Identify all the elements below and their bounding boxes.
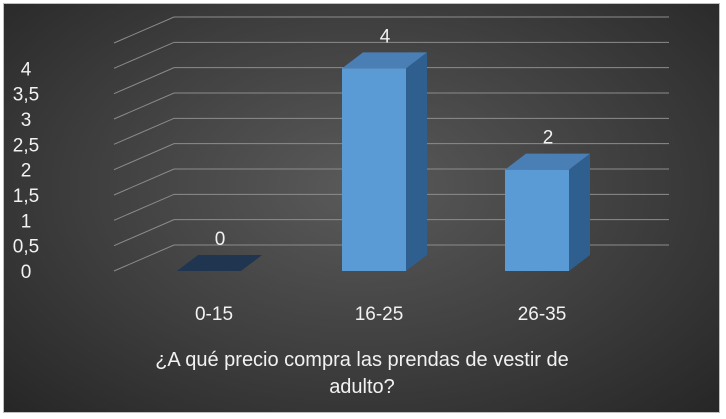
bar-side [406, 52, 427, 272]
y-tick-label: 0 [21, 262, 32, 283]
x-axis-categories: 0-15 16-25 26-35 [195, 304, 566, 325]
gridlines [113, 16, 669, 272]
x-axis-title-line-1: ¿A qué precio compra las prendas de vest… [155, 349, 569, 371]
y-tick-label: 3,5 [13, 85, 39, 106]
y-tick-label: 3 [21, 110, 32, 131]
bars [177, 52, 590, 272]
gridline [113, 168, 669, 196]
gridline [113, 41, 669, 69]
y-tick-label: 1,5 [13, 186, 39, 207]
bar-16-25 [342, 52, 427, 272]
gridline [113, 143, 669, 171]
x-category-label: 0-15 [195, 304, 233, 325]
gridline [113, 219, 669, 247]
bar-top [177, 255, 262, 271]
gridline [113, 92, 669, 120]
bar-top [505, 153, 590, 170]
y-tick-label: 2,5 [13, 135, 39, 156]
bar-side [569, 153, 590, 271]
data-label: 4 [380, 26, 391, 47]
data-label: 0 [215, 229, 226, 250]
data-labels: 0 4 2 [215, 26, 554, 250]
gridline [113, 244, 669, 272]
y-tick-label: 0,5 [13, 237, 39, 258]
gridline [113, 16, 669, 44]
gridline [113, 193, 669, 221]
y-tick-label: 4 [21, 59, 32, 80]
gridline [113, 67, 669, 95]
y-axis-ticks: 0 0,5 1 1,5 2 2,5 3 3,5 4 [13, 59, 39, 283]
bar-front [505, 169, 569, 271]
bar-chart: 0 0,5 1 1,5 2 2,5 3 3,5 4 0-15 16-25 26-35 0 4 2 ¿A … [13, 16, 669, 398]
bar-26-35 [505, 153, 590, 271]
bar-front [342, 68, 406, 271]
x-axis-title-line-2: adulto? [329, 376, 395, 398]
bar-top [342, 52, 427, 69]
y-tick-label: 1 [21, 211, 32, 232]
data-label: 2 [543, 128, 554, 149]
gridline [113, 117, 669, 145]
x-category-label: 26-35 [518, 304, 567, 325]
y-tick-label: 2 [21, 161, 32, 182]
x-category-label: 16-25 [355, 304, 404, 325]
bar-0-15 [177, 255, 262, 271]
chart-frame: 0 0,5 1 1,5 2 2,5 3 3,5 4 0-15 16-25 26-35 0 4 2 ¿A … [3, 3, 720, 413]
